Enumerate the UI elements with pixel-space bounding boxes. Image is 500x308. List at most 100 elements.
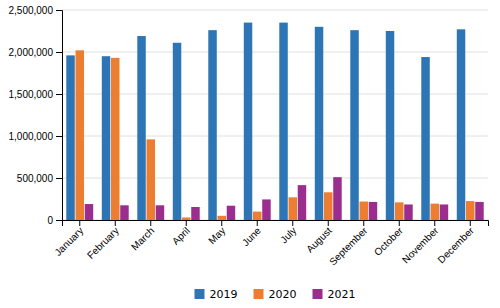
bar (324, 192, 332, 220)
tick-label: September (327, 224, 370, 267)
tick-label: August (304, 225, 334, 255)
tick-label: June (240, 225, 263, 248)
bar (85, 204, 93, 220)
bar (298, 185, 306, 220)
tick-mark (363, 220, 364, 226)
bar (421, 57, 429, 220)
bar (147, 139, 155, 220)
bar (173, 43, 181, 220)
tick-label: February (85, 225, 121, 261)
tick: 1,500,000 (9, 89, 63, 100)
bar (360, 202, 368, 220)
tick: August (304, 220, 334, 255)
tick: July (278, 220, 298, 245)
tick-mark (115, 220, 116, 226)
bar (191, 207, 199, 220)
legend-label: 2021 (328, 288, 356, 301)
legend-swatch (254, 289, 264, 299)
tick-mark (56, 94, 62, 95)
bar (386, 31, 394, 220)
bar (404, 204, 412, 220)
tick-mark (56, 10, 62, 11)
tick-mark (221, 220, 222, 226)
chart: 0 500,000 1,000,000 1,500,000 2,000,000 2,500… (0, 0, 500, 308)
bar (227, 206, 235, 220)
bar (253, 212, 261, 220)
bar (218, 216, 226, 220)
tick: November (400, 220, 441, 265)
tick: January (52, 220, 85, 258)
bar (475, 202, 483, 220)
grid-line (62, 10, 488, 11)
bar (289, 197, 297, 220)
bar (102, 56, 110, 220)
tick-label: October (372, 224, 405, 257)
tick: 2,000,000 (9, 47, 63, 58)
bar (66, 55, 74, 220)
tick-mark (56, 52, 62, 53)
legend: 2019 2020 2021 (195, 288, 356, 301)
x-axis: JanuaryFebruary March April May June July Augu… (52, 220, 488, 267)
tick: September (327, 220, 370, 267)
legend-label: 2019 (210, 288, 238, 301)
tick-mark (56, 178, 62, 179)
bar (120, 205, 128, 220)
bar (466, 201, 474, 220)
axis-line (63, 221, 489, 227)
tick-mark (257, 220, 258, 226)
tick-mark (399, 220, 400, 226)
bar (395, 202, 403, 220)
tick-mark (292, 220, 293, 226)
bar (440, 204, 448, 220)
tick-label: 2,000,000 (9, 47, 54, 58)
tick: 1,000,000 (9, 131, 63, 142)
tick: May (206, 220, 227, 246)
legend-item: 2020 (254, 288, 297, 301)
tick-label: November (400, 224, 441, 265)
plot: 0 500,000 1,000,000 1,500,000 2,000,000 2,500… (9, 5, 489, 268)
tick-label: May (206, 225, 227, 246)
bar (156, 205, 164, 220)
bar (244, 23, 252, 220)
tick: March (129, 220, 156, 252)
bar (457, 29, 465, 220)
tick-mark (434, 220, 435, 226)
axis-line (56, 11, 63, 221)
tick-mark (150, 220, 151, 226)
bars (66, 23, 483, 220)
tick-label: December (436, 224, 477, 265)
tick-label: 1,000,000 (9, 131, 54, 142)
tick-label: July (278, 225, 298, 245)
tick-label: January (52, 225, 85, 258)
bar (369, 202, 377, 220)
tick: 500,000 (17, 173, 62, 184)
legend-item: 2021 (313, 288, 356, 301)
tick-mark (79, 220, 80, 226)
legend-label: 2020 (269, 288, 297, 301)
y-axis: 0 500,000 1,000,000 1,500,000 2,000,000 2,500… (9, 5, 63, 226)
bar (279, 23, 287, 220)
tick-mark (470, 220, 471, 226)
tick-mark (328, 220, 329, 226)
tick: 0 (47, 215, 62, 226)
bar-series (76, 50, 475, 220)
tick: April (170, 220, 192, 247)
bar (350, 30, 358, 220)
tick-label: 2,500,000 (9, 5, 54, 16)
tick: June (240, 220, 263, 248)
tick-label: March (129, 225, 156, 252)
bar (111, 58, 119, 220)
bar (431, 204, 439, 220)
tick-label: 1,500,000 (9, 89, 54, 100)
legend-item: 2019 (195, 288, 238, 301)
tick-label: April (170, 225, 192, 247)
tick-mark (186, 220, 187, 226)
tick: October (372, 220, 405, 258)
tick-label: 0 (47, 215, 53, 226)
bar (262, 199, 270, 220)
bar-series (66, 23, 465, 220)
bar (137, 36, 145, 220)
legend-swatch (195, 289, 205, 299)
tick: February (85, 220, 121, 261)
bar (182, 217, 190, 220)
